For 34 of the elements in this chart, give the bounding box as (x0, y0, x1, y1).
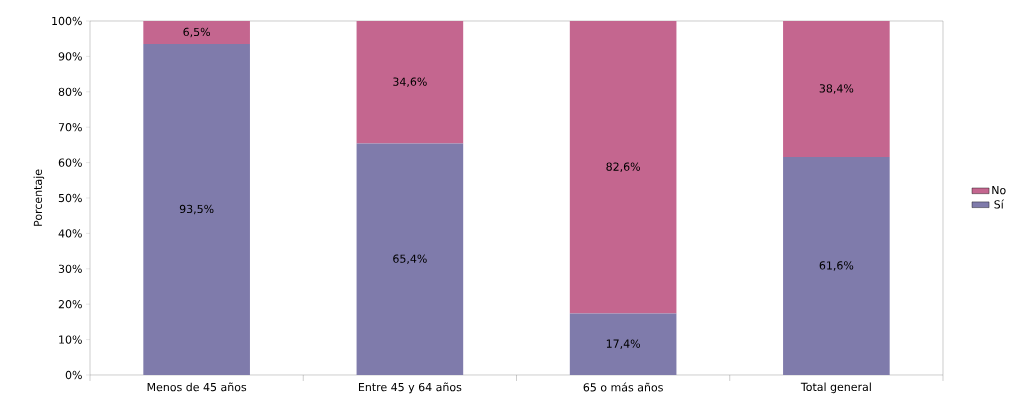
bar (356, 143, 464, 375)
y-axis-title: Porcentaje (33, 169, 45, 226)
y-tick-label: 60% (58, 158, 82, 167)
y-tick-label: 70% (58, 123, 82, 132)
bar (143, 44, 250, 375)
data-label: 17,4% (606, 339, 640, 349)
bar (143, 20, 250, 44)
legend-label: Sí (994, 199, 1005, 209)
data-label: 6,5% (183, 27, 210, 38)
bar (783, 20, 890, 157)
y-tick-label: 30% (58, 264, 82, 273)
data-label: 93,5% (179, 204, 214, 215)
y-tick-label: 100% (52, 16, 82, 26)
bar (569, 313, 677, 375)
y-tick-label: 50% (58, 193, 82, 203)
y-tick-label: 10% (59, 335, 82, 344)
x-tick-label: 65 o más años (583, 382, 663, 392)
bar (569, 20, 677, 314)
data-label: 82,6% (606, 162, 640, 172)
y-tick-label: 0% (65, 370, 82, 380)
bar (783, 156, 890, 375)
x-tick-label: Menos de 45 años (147, 382, 247, 392)
y-tick-label: 20% (58, 300, 82, 309)
bar (356, 20, 464, 144)
data-label: 61,6% (819, 261, 854, 271)
y-tick-label: 40% (58, 229, 82, 238)
data-label: 38,4% (819, 84, 854, 94)
data-label: 34,6% (393, 77, 427, 87)
x-tick-label: Total general (800, 382, 871, 394)
y-tick-label: 80% (58, 87, 82, 96)
x-tick-label: Entre 45 y 64 años (358, 382, 462, 394)
y-tick-label: 90% (58, 52, 82, 61)
legend-label: No (992, 186, 1006, 195)
data-label: 65,4% (393, 254, 427, 264)
